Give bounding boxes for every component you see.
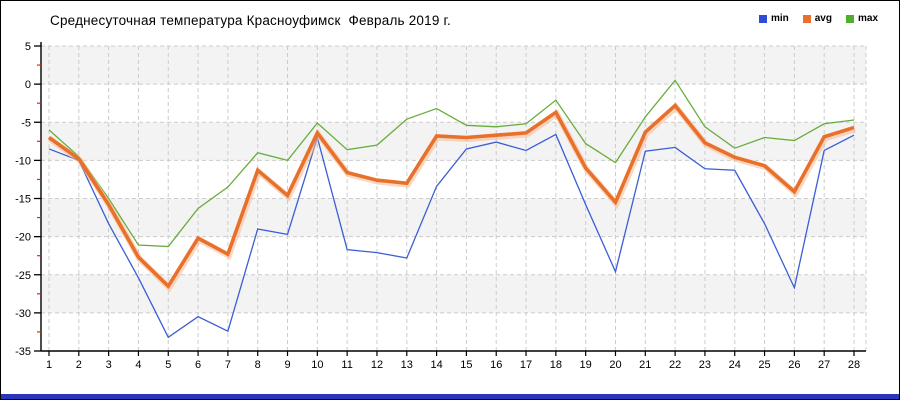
avg-color-swatch	[802, 14, 811, 23]
plot-band	[41, 46, 866, 85]
x-tick-label: 21	[639, 359, 651, 371]
x-tick-label: 27	[818, 359, 830, 371]
series-avg-line	[47, 102, 855, 290]
x-tick-label: 10	[311, 359, 323, 371]
x-tick-label: 11	[341, 359, 352, 371]
y-tick-label: -20	[15, 232, 31, 244]
min-color-swatch	[758, 14, 767, 23]
y-tick-label: -10	[15, 155, 31, 167]
series-max-line	[48, 79, 855, 248]
x-tick-label: 23	[699, 359, 711, 371]
bottom-bar	[1, 394, 899, 399]
max-color-swatch	[845, 14, 854, 23]
y-tick-label: 0	[25, 79, 31, 91]
x-tick-label: 18	[550, 359, 562, 371]
legend-item-min: min	[758, 13, 789, 24]
y-tick-label: -5	[21, 117, 31, 129]
x-tick-label: 5	[165, 359, 171, 371]
legend: min avg max	[758, 13, 878, 24]
y-tick-label: -30	[15, 308, 31, 320]
legend-label-avg: avg	[814, 13, 832, 24]
x-tick-label: 8	[255, 359, 261, 371]
y-tick-label: -25	[15, 270, 31, 282]
x-tick-label: 15	[460, 359, 472, 371]
plot-band	[41, 198, 866, 237]
y-tick-label: 5	[25, 41, 31, 53]
y-tick-label: -35	[15, 346, 31, 358]
series-min-line	[48, 133, 855, 339]
x-tick-label: 19	[580, 359, 592, 371]
x-tick-label: 9	[284, 359, 290, 371]
x-tick-label: 25	[758, 359, 770, 371]
legend-label-max: max	[857, 13, 878, 24]
plot-band	[41, 122, 866, 161]
chart-title: Среднесуточная температура Красноуфимск …	[50, 13, 451, 28]
y-tick-label: -15	[15, 194, 31, 206]
x-tick-label: 13	[401, 359, 413, 371]
x-tick-label: 7	[225, 359, 231, 371]
x-tick-label: 20	[609, 359, 621, 371]
x-tick-label: 26	[788, 359, 800, 371]
x-tick-label: 14	[430, 359, 442, 371]
x-tick-label: 17	[520, 359, 532, 371]
x-tick-label: 28	[848, 359, 860, 371]
x-tick-label: 2	[76, 359, 82, 371]
legend-item-avg: avg	[802, 13, 832, 24]
x-tick-label: 4	[135, 359, 141, 371]
x-tick-label: 3	[106, 359, 112, 371]
x-tick-label: 1	[46, 359, 52, 371]
legend-item-max: max	[845, 13, 878, 24]
x-tick-label: 22	[669, 359, 681, 371]
x-tick-label: 6	[195, 359, 201, 371]
x-tick-label: 24	[729, 359, 741, 371]
legend-label-min: min	[770, 13, 789, 24]
x-tick-label: 16	[490, 359, 502, 371]
plot-band	[41, 274, 866, 313]
x-tick-label: 12	[371, 359, 383, 371]
